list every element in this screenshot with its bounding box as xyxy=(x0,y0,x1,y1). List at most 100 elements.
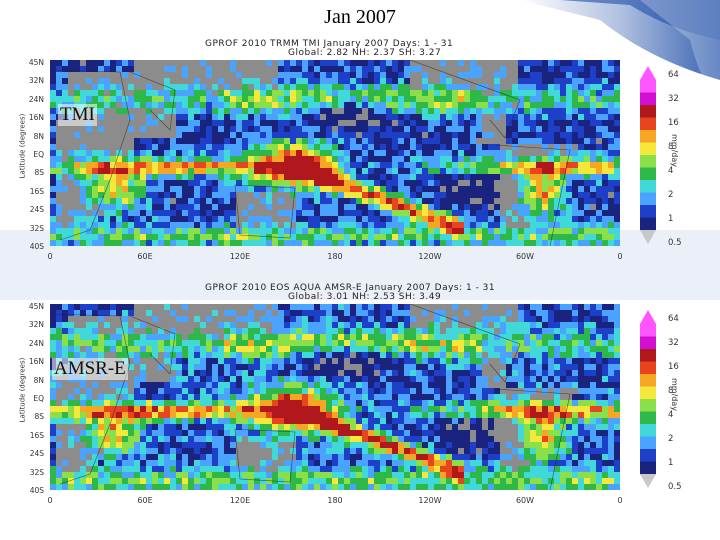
rain-cell xyxy=(476,442,482,448)
rain-cell xyxy=(242,156,248,162)
rain-cell xyxy=(386,310,392,316)
rain-cell xyxy=(248,132,254,138)
rain-cell xyxy=(224,204,230,210)
rain-cell xyxy=(332,472,338,478)
rain-cell xyxy=(50,102,56,108)
rain-cell xyxy=(356,138,362,144)
rain-cell xyxy=(104,442,110,448)
rain-cell xyxy=(308,394,314,400)
rain-cell xyxy=(296,150,302,156)
rain-cell xyxy=(50,316,56,322)
rain-cell xyxy=(344,180,350,186)
rain-cell xyxy=(416,364,422,370)
rain-cell xyxy=(194,352,200,358)
rain-cell xyxy=(542,222,548,228)
rain-cell xyxy=(314,394,320,400)
rain-cell xyxy=(356,442,362,448)
rain-cell xyxy=(104,240,110,246)
rain-cell xyxy=(602,78,608,84)
rain-cell xyxy=(206,144,212,150)
rain-cell xyxy=(176,108,182,114)
rain-cell xyxy=(614,406,620,412)
rain-cell xyxy=(590,460,596,466)
rain-cell xyxy=(380,346,386,352)
rain-cell xyxy=(164,138,170,144)
rain-cell xyxy=(176,370,182,376)
rain-cell xyxy=(152,472,158,478)
rain-cell xyxy=(362,466,368,472)
rain-cell xyxy=(308,78,314,84)
rain-cell xyxy=(524,370,530,376)
rain-cell xyxy=(464,466,470,472)
rain-cell xyxy=(188,370,194,376)
rain-cell xyxy=(308,72,314,78)
rain-cell xyxy=(158,204,164,210)
rain-cell xyxy=(434,168,440,174)
rain-cell xyxy=(104,198,110,204)
latitude-label: 16N xyxy=(28,113,44,123)
rain-cell xyxy=(608,340,614,346)
rain-cell xyxy=(50,466,56,472)
rain-cell xyxy=(134,204,140,210)
rain-cell xyxy=(404,460,410,466)
rain-cell xyxy=(194,126,200,132)
rain-cell xyxy=(278,304,284,310)
rain-cell xyxy=(320,162,326,168)
rain-cell xyxy=(188,162,194,168)
rain-cell xyxy=(134,180,140,186)
rain-cell xyxy=(308,316,314,322)
rain-cell xyxy=(230,120,236,126)
rain-cell xyxy=(290,168,296,174)
rain-cell xyxy=(218,376,224,382)
rain-cell xyxy=(410,418,416,424)
rain-cell xyxy=(464,376,470,382)
rain-cell xyxy=(296,304,302,310)
rain-cell xyxy=(458,358,464,364)
rain-cell xyxy=(254,346,260,352)
rain-cell xyxy=(386,234,392,240)
rain-cell xyxy=(578,400,584,406)
rain-cell xyxy=(332,316,338,322)
rain-cell xyxy=(284,400,290,406)
rain-cell xyxy=(584,316,590,322)
rain-cell xyxy=(308,418,314,424)
rain-cell xyxy=(308,180,314,186)
rain-cell xyxy=(614,358,620,364)
rain-cell xyxy=(194,454,200,460)
rain-cell xyxy=(410,406,416,412)
rain-cell xyxy=(254,430,260,436)
rain-cell xyxy=(200,442,206,448)
rain-cell xyxy=(62,460,68,466)
rain-cell xyxy=(374,96,380,102)
rain-cell xyxy=(110,430,116,436)
rain-cell xyxy=(146,442,152,448)
rain-cell xyxy=(506,126,512,132)
rain-cell xyxy=(464,454,470,460)
rain-cell xyxy=(566,228,572,234)
rain-cell xyxy=(182,304,188,310)
rain-cell xyxy=(422,442,428,448)
rain-cell xyxy=(338,102,344,108)
rain-cell xyxy=(272,126,278,132)
rain-cell xyxy=(572,84,578,90)
rain-cell xyxy=(254,90,260,96)
rain-cell xyxy=(248,180,254,186)
rain-cell xyxy=(590,174,596,180)
rain-cell xyxy=(284,66,290,72)
rain-cell xyxy=(140,346,146,352)
rain-cell xyxy=(260,114,266,120)
rain-cell xyxy=(482,102,488,108)
rain-cell xyxy=(578,346,584,352)
rain-cell xyxy=(524,126,530,132)
rain-cell xyxy=(392,204,398,210)
rain-cell xyxy=(218,364,224,370)
rain-cell xyxy=(428,436,434,442)
rain-cell xyxy=(614,114,620,120)
rain-cell xyxy=(230,406,236,412)
rain-cell xyxy=(476,90,482,96)
rain-cell xyxy=(392,96,398,102)
rain-cell xyxy=(524,210,530,216)
rain-cell xyxy=(560,102,566,108)
rain-cell xyxy=(302,174,308,180)
rain-cell xyxy=(326,222,332,228)
